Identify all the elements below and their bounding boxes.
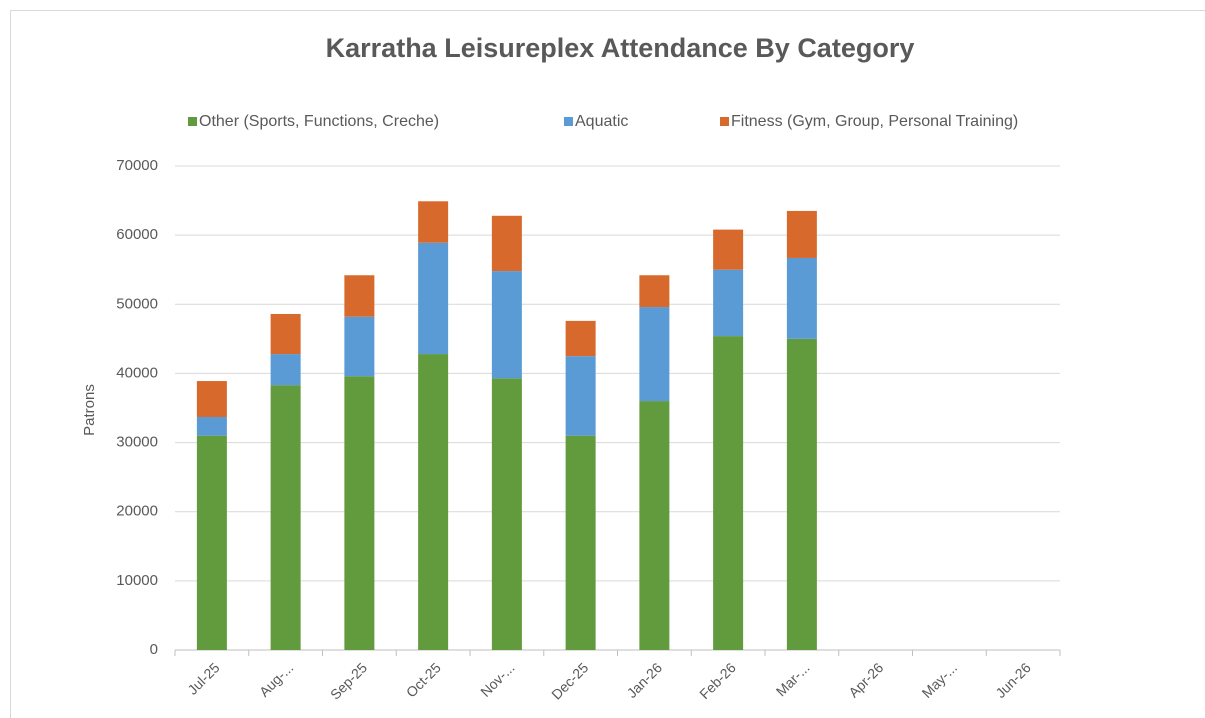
bar-segment [270, 313, 301, 355]
chart-title: Karratha Leisureplex Attendance By Categ… [326, 33, 915, 63]
y-axis-title: Patrons [81, 384, 98, 436]
bar-segment [418, 354, 449, 650]
bar-segment [344, 316, 375, 377]
bar-segment [491, 271, 522, 379]
y-tick-label: 70000 [116, 157, 158, 174]
y-tick-label: 20000 [116, 503, 158, 520]
bar-segment [491, 215, 522, 272]
bar-segment [713, 229, 744, 270]
y-tick-label: 10000 [116, 572, 158, 589]
bar-segment [344, 376, 375, 650]
bar-segment [786, 257, 817, 339]
bar-segment [418, 201, 449, 243]
bar-segment [270, 385, 301, 650]
legend-label: Other (Sports, Functions, Creche) [199, 113, 439, 130]
bar-segment [786, 338, 817, 650]
bar-segment [565, 320, 596, 357]
bar-segment [639, 275, 670, 308]
legend-swatch [188, 117, 197, 126]
bar-segment [196, 381, 227, 417]
legend-swatch [720, 117, 729, 126]
y-tick-label: 0 [150, 641, 158, 658]
bar-segment [713, 336, 744, 650]
bar-segment [196, 435, 227, 650]
bar-segment [786, 210, 817, 258]
bar-segment [639, 307, 670, 402]
legend-label: Fitness (Gym, Group, Personal Training) [731, 113, 1018, 130]
bar-segment [639, 401, 670, 650]
legend-swatch [564, 117, 573, 126]
y-tick-label: 30000 [116, 434, 158, 451]
bar-segment [565, 356, 596, 436]
bar-segment [196, 416, 227, 436]
bar-segment [344, 275, 375, 317]
y-tick-label: 50000 [116, 295, 158, 312]
bar-segment [565, 435, 596, 650]
legend-label: Aquatic [575, 113, 628, 130]
bar-segment [270, 354, 301, 386]
y-tick-label: 60000 [116, 226, 158, 243]
bar-segment [713, 269, 744, 337]
bar-segment [491, 378, 522, 650]
bar-segment [418, 242, 449, 355]
y-tick-label: 40000 [116, 364, 158, 381]
